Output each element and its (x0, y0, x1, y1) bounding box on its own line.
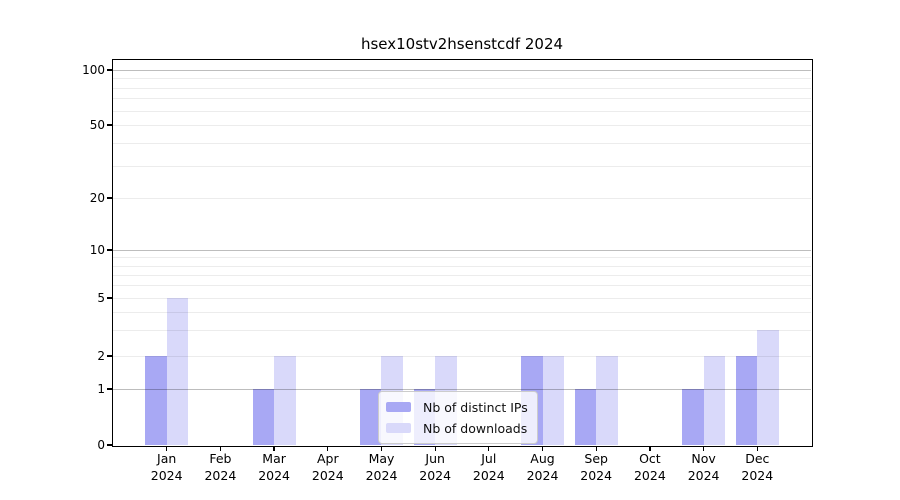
bar-ips-mar (252, 389, 275, 445)
gridline-80 (113, 87, 811, 89)
legend-swatch-downloads (386, 423, 411, 433)
x-tick-label-may: May 2024 (365, 451, 398, 483)
x-tick-label-jan: Jan 2024 (150, 451, 183, 483)
x-tick-apr (327, 446, 329, 451)
y-tick-label-5: 5 (97, 290, 105, 305)
legend: Nb of distinct IPs Nb of downloads (378, 391, 538, 444)
bar-ips-may (359, 389, 382, 445)
y-tick-label-0: 0 (97, 437, 105, 452)
x-tick-nov (702, 446, 705, 451)
x-tick-jul (488, 446, 490, 451)
legend-swatch-distinct-ips (386, 402, 411, 412)
gridline-8 (113, 265, 811, 267)
bar-ips-nov (682, 389, 704, 445)
y-tick-label-1: 1 (97, 381, 105, 396)
gridline-90 (113, 78, 811, 80)
x-tick-sep (595, 446, 597, 451)
bar-downloads-aug (542, 356, 565, 445)
y-tick-2 (107, 355, 112, 357)
x-tick-label-dec: Dec 2024 (741, 451, 774, 483)
y-tick-label-100: 100 (82, 62, 105, 77)
x-tick-label-feb: Feb 2024 (204, 451, 237, 483)
x-tick-label-jun: Jun 2024 (419, 451, 452, 483)
gridline-4 (113, 312, 811, 314)
x-tick-jun (434, 446, 436, 451)
x-tick-label-aug: Aug 2024 (526, 451, 559, 483)
y-tick-label-20: 20 (89, 190, 105, 205)
y-tick-100 (107, 69, 112, 71)
y-tick-5 (107, 297, 112, 299)
gridline-3 (113, 330, 811, 332)
y-tick-label-2: 2 (97, 348, 105, 363)
y-tick-20 (107, 197, 112, 199)
legend-row-distinct-ips: Nb of distinct IPs (386, 398, 528, 416)
y-tick-0 (107, 444, 112, 446)
x-tick-label-oct: Oct 2024 (633, 451, 666, 483)
x-tick-aug (541, 446, 544, 451)
x-tick-label-nov: Nov 2024 (687, 451, 720, 483)
bar-downloads-nov (703, 356, 726, 445)
gridline-1 (113, 389, 811, 390)
gridline-20 (113, 198, 811, 199)
gridline-50 (113, 125, 811, 126)
legend-row-downloads: Nb of downloads (386, 419, 528, 437)
y-tick-label-10: 10 (89, 242, 105, 257)
x-tick-oct (649, 446, 651, 451)
x-tick-may (380, 446, 383, 451)
y-tick-50 (107, 124, 112, 126)
y-tick-1 (107, 388, 112, 390)
plot-area (113, 60, 811, 445)
gridline-10 (113, 250, 811, 251)
x-tick-mar (273, 446, 275, 451)
gridline-30 (113, 165, 811, 167)
gridline-2 (113, 356, 811, 357)
gridline-100 (113, 70, 811, 71)
legend-label-downloads: Nb of downloads (423, 420, 528, 436)
bar-downloads-sep (596, 356, 618, 445)
x-tick-label-jul: Jul 2024 (472, 451, 505, 483)
gridline-6 (113, 285, 811, 287)
x-tick-jan (166, 446, 168, 451)
bar-downloads-mar (274, 356, 296, 445)
y-tick-label-50: 50 (89, 117, 105, 132)
x-tick-feb (219, 446, 222, 451)
bar-downloads-jan (166, 298, 189, 445)
bar-ips-jan (145, 356, 167, 445)
gridline-7 (113, 274, 811, 276)
gridline-9 (113, 257, 811, 259)
gridline-40 (113, 142, 811, 144)
gridline-5 (113, 298, 811, 299)
x-tick-label-apr: Apr 2024 (311, 451, 344, 483)
bar-ips-sep (574, 389, 597, 445)
x-tick-label-sep: Sep 2024 (580, 451, 613, 483)
bar-ips-dec (735, 356, 758, 445)
bar-downloads-dec (757, 330, 779, 445)
chart-title: hsex10stv2hsenstcdf 2024 (360, 35, 564, 53)
legend-label-distinct-ips: Nb of distinct IPs (423, 399, 528, 415)
y-tick-10 (107, 249, 112, 251)
x-tick-dec (756, 446, 758, 451)
gridline-70 (113, 98, 811, 100)
gridline-60 (113, 110, 811, 112)
x-tick-label-mar: Mar 2024 (258, 451, 290, 483)
